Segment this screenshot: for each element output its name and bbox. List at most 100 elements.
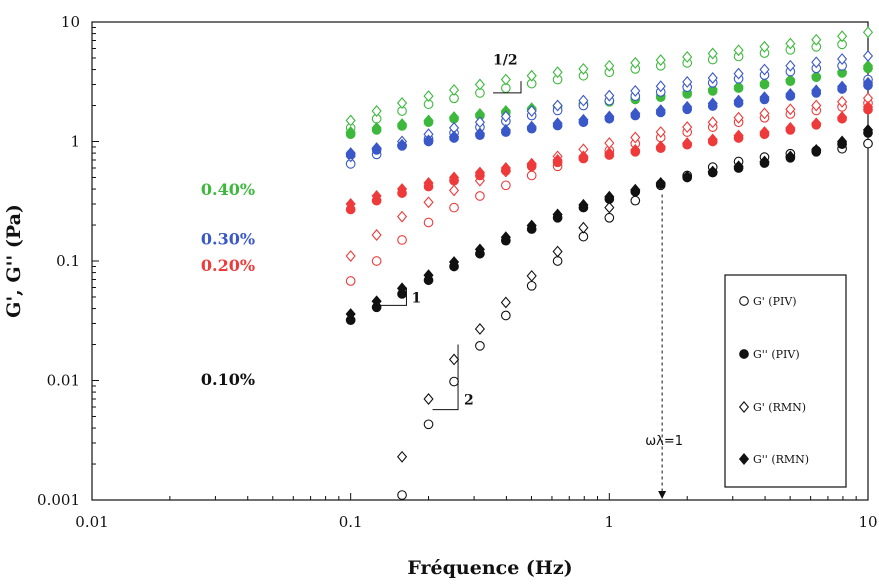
data-point bbox=[707, 97, 718, 110]
data-point bbox=[371, 229, 382, 241]
data-point bbox=[655, 80, 666, 93]
legend-marker bbox=[738, 401, 750, 413]
data-point bbox=[371, 190, 382, 202]
data-point bbox=[423, 419, 434, 430]
data-point bbox=[345, 147, 356, 160]
data-point bbox=[785, 121, 796, 134]
data-point bbox=[733, 160, 744, 173]
data-point bbox=[552, 245, 563, 258]
data-point bbox=[578, 221, 589, 234]
concentration-label: 0.10% bbox=[201, 370, 255, 389]
data-point bbox=[682, 170, 693, 183]
data-point bbox=[655, 126, 666, 138]
data-point bbox=[578, 94, 589, 107]
x-tick-label: 0.1 bbox=[339, 513, 363, 531]
data-point bbox=[578, 150, 589, 163]
data-point bbox=[345, 250, 356, 263]
data-point bbox=[837, 80, 848, 93]
data-point bbox=[552, 117, 563, 130]
series-0-10pct-open-diamond bbox=[396, 201, 615, 463]
data-point bbox=[552, 154, 563, 166]
data-point bbox=[396, 282, 408, 295]
data-point bbox=[371, 121, 382, 134]
concentration-label: 0.40% bbox=[201, 180, 255, 199]
data-point bbox=[396, 450, 408, 463]
data-point bbox=[500, 180, 511, 191]
data-point bbox=[423, 196, 434, 209]
series-0-20pct-filled-diamond bbox=[345, 100, 874, 210]
y-tick-label: 0.1 bbox=[56, 252, 80, 270]
data-point bbox=[759, 63, 770, 76]
slope-half-triangle bbox=[492, 81, 522, 94]
data-point bbox=[837, 111, 848, 124]
legend-label: G' (RMN) bbox=[753, 401, 806, 414]
data-point bbox=[707, 165, 718, 178]
series-0-10pct-filled-diamond bbox=[345, 123, 874, 320]
data-point bbox=[448, 84, 460, 96]
data-point bbox=[578, 113, 589, 126]
data-point bbox=[604, 59, 615, 72]
data-point bbox=[682, 50, 693, 63]
x-axis-title: Fréquence (Hz) bbox=[407, 557, 572, 579]
data-point bbox=[837, 135, 848, 148]
data-point bbox=[759, 107, 770, 120]
data-point bbox=[604, 201, 615, 214]
data-point bbox=[682, 121, 693, 134]
data-point bbox=[862, 123, 874, 136]
legend: G' (PIV) G'' (PIV) G' (RMN) G'' (RMN) bbox=[724, 274, 847, 488]
data-point bbox=[396, 183, 408, 196]
x-tick-label: 1 bbox=[605, 513, 615, 531]
data-point bbox=[448, 353, 460, 366]
data-point bbox=[371, 105, 382, 117]
legend-label: G'' (RMN) bbox=[753, 453, 809, 466]
data-point bbox=[733, 44, 744, 57]
y-tick-label: 0.01 bbox=[47, 372, 80, 390]
data-point bbox=[371, 142, 382, 155]
data-point bbox=[500, 231, 511, 244]
data-point bbox=[811, 33, 822, 46]
data-point bbox=[552, 256, 563, 266]
data-point bbox=[785, 73, 796, 86]
series-0-40pct-open-diamond bbox=[345, 26, 874, 127]
data-point bbox=[733, 80, 744, 93]
data-point bbox=[448, 130, 460, 143]
y-axis-title: G', G'' (Pa) bbox=[3, 204, 25, 318]
slope-two-triangle bbox=[432, 344, 459, 411]
data-point bbox=[475, 191, 485, 201]
y-tick-label: 0.001 bbox=[37, 491, 80, 509]
data-point bbox=[733, 111, 744, 124]
data-point bbox=[630, 84, 641, 97]
annotations: 0.40% 0.30% 0.20% 0.10% 1/2 1 2 ωλ=1 bbox=[201, 53, 683, 499]
data-point bbox=[552, 66, 563, 79]
data-point bbox=[345, 276, 356, 286]
data-point bbox=[759, 155, 770, 168]
data-point bbox=[811, 56, 822, 69]
data-point bbox=[448, 171, 460, 184]
data-point bbox=[862, 76, 874, 89]
data-point bbox=[475, 340, 485, 351]
y-tick-label: 1 bbox=[70, 133, 80, 151]
data-point bbox=[785, 87, 796, 100]
data-point bbox=[423, 114, 434, 127]
data-point bbox=[474, 78, 485, 91]
data-point bbox=[630, 183, 641, 196]
data-point bbox=[733, 67, 744, 80]
data-point bbox=[759, 126, 770, 138]
data-point bbox=[811, 117, 822, 130]
data-point bbox=[811, 99, 822, 112]
data-point bbox=[345, 198, 356, 210]
data-point bbox=[552, 208, 563, 221]
series-0-30pct-open-diamond bbox=[345, 49, 874, 163]
data-point bbox=[526, 269, 537, 282]
data-point bbox=[655, 54, 666, 67]
data-point bbox=[474, 323, 485, 335]
data-point bbox=[837, 53, 848, 65]
slope-one-triangle bbox=[376, 287, 407, 306]
data-point bbox=[526, 69, 537, 82]
data-point bbox=[423, 90, 434, 103]
data-point bbox=[396, 138, 408, 151]
data-point bbox=[474, 116, 485, 129]
data-point bbox=[759, 76, 770, 89]
